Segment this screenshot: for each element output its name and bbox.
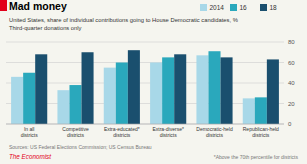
- x-tick-label-line: districts: [21, 132, 38, 138]
- x-tick-label-line: districts: [206, 132, 223, 138]
- y-tick-label: 40: [288, 80, 295, 86]
- chart: Mad money United States, share of individ…: [0, 0, 307, 164]
- bar: [221, 57, 233, 124]
- footnote: *Above the 70th percentile for districts: [214, 154, 299, 160]
- subtitle-note: Third-quarter donations only: [9, 25, 82, 31]
- x-tick-label-line: districts: [160, 132, 177, 138]
- bar: [116, 63, 128, 125]
- legend-label: 18: [270, 4, 278, 11]
- bar: [11, 77, 23, 124]
- bars: [11, 50, 279, 124]
- bar: [196, 55, 208, 124]
- grid-line: [6, 103, 284, 104]
- bar: [128, 50, 140, 124]
- bar: [243, 98, 255, 124]
- x-tick-label-line: districts: [252, 132, 269, 138]
- legend-label: 16: [240, 4, 248, 11]
- legend-label: 2014: [210, 4, 225, 11]
- y-tick-label: 60: [288, 60, 295, 66]
- footer: The Economist: [9, 153, 51, 160]
- bar: [35, 54, 47, 124]
- bar: [82, 52, 94, 124]
- legend-swatch: [230, 4, 237, 11]
- x-tick-label-line: districts: [67, 132, 84, 138]
- y-tick-label: 80: [288, 39, 295, 45]
- brand-strip: [0, 0, 7, 11]
- bar: [174, 54, 186, 124]
- y-tick-label: 0: [288, 121, 292, 127]
- grid-line: [6, 83, 284, 84]
- bar: [69, 85, 81, 124]
- bar: [150, 63, 162, 125]
- bar: [267, 59, 279, 124]
- bar: [162, 57, 174, 124]
- x-tick-label: Democratic-helddistricts: [196, 126, 233, 138]
- bar: [57, 90, 69, 124]
- legend-swatch: [260, 4, 267, 11]
- x-tick-label: Competitivedistricts: [62, 126, 89, 138]
- background: [0, 0, 307, 164]
- legend-swatch: [200, 4, 207, 11]
- grid-line: [6, 124, 284, 125]
- bar: [23, 73, 35, 124]
- x-tick-label: In alldistricts: [21, 126, 38, 138]
- source: Sources: US Federal Elections Commission…: [9, 144, 152, 150]
- bar: [104, 68, 116, 124]
- x-tick-label-line: districts: [113, 132, 130, 138]
- grid-line: [6, 42, 284, 43]
- x-tick-label: Republican-helddistricts: [243, 126, 279, 138]
- subtitle: United States, share of individual contr…: [9, 17, 238, 23]
- bar: [255, 97, 267, 124]
- x-tick-label: Extra-diverse*districts: [152, 126, 183, 138]
- x-tick-label: Extra-educated*districts: [104, 126, 140, 138]
- title: Mad money: [9, 0, 67, 12]
- bar: [208, 51, 220, 124]
- y-tick-label: 20: [288, 101, 295, 107]
- baseline: [6, 124, 284, 125]
- grid-line: [6, 62, 284, 63]
